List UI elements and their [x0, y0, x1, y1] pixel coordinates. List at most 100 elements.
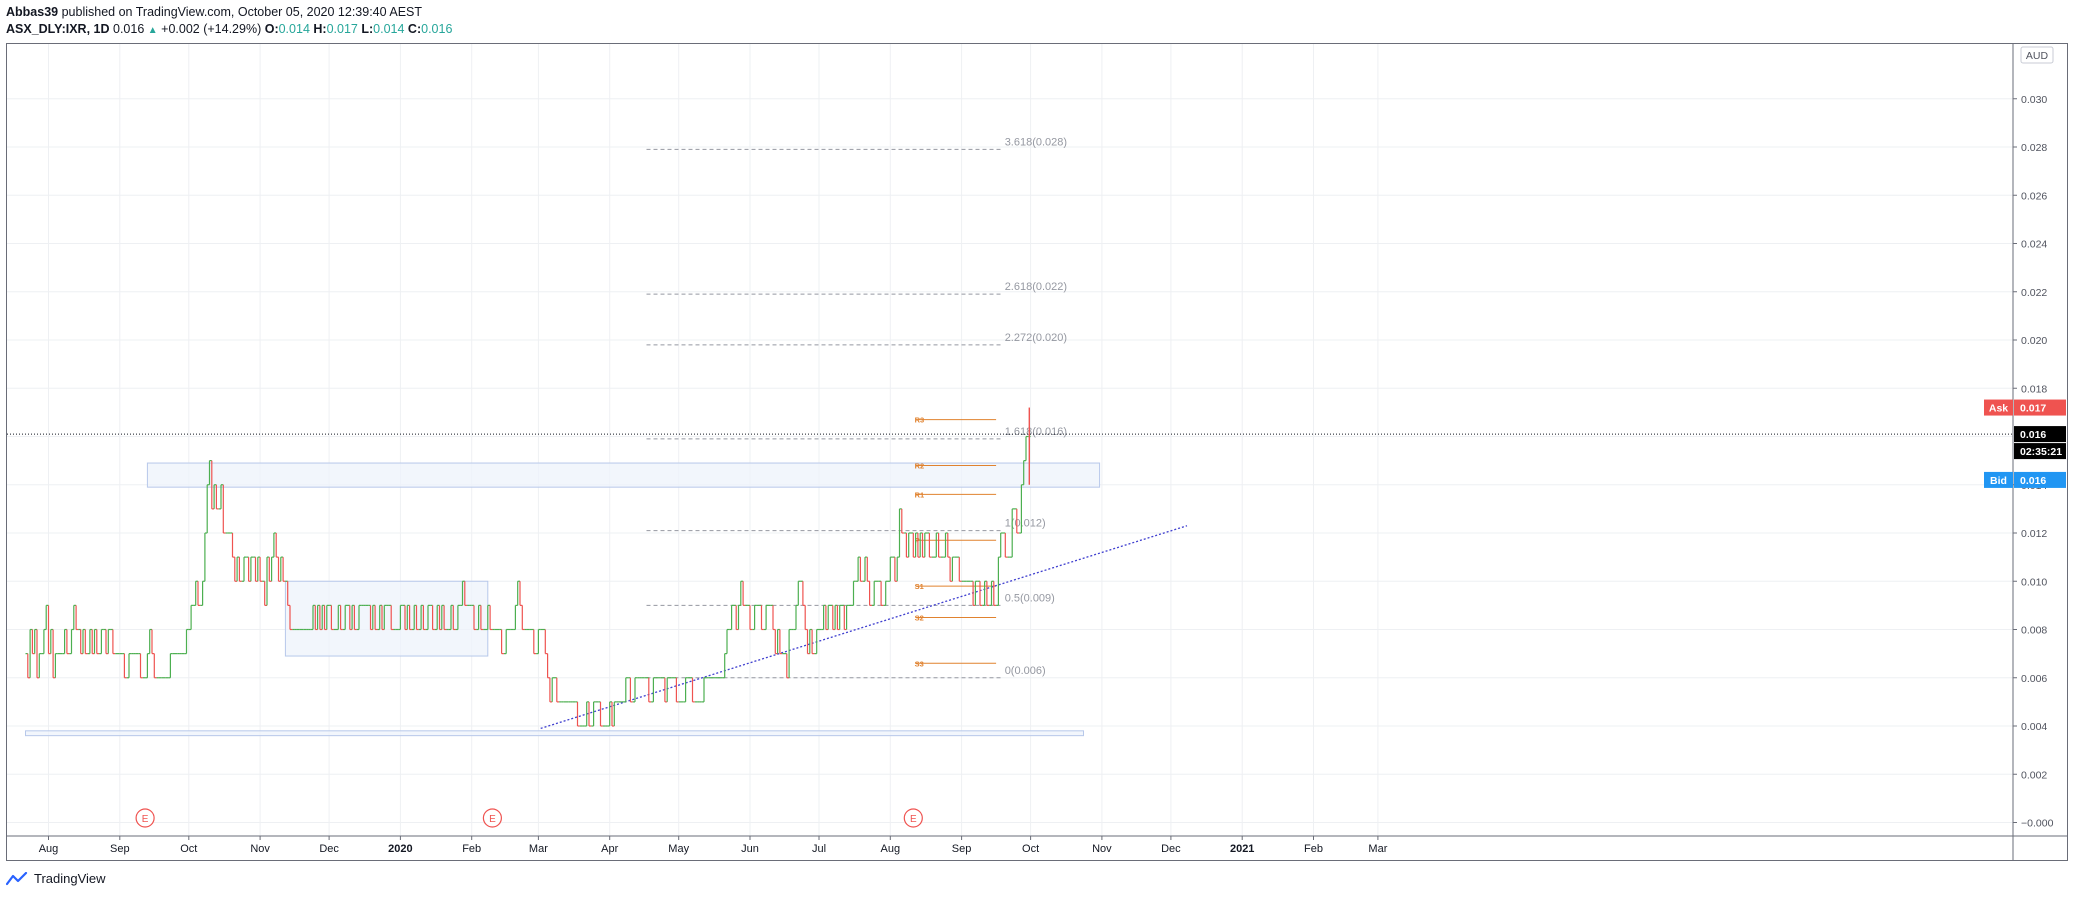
time-tick-label: 2020 — [388, 843, 412, 855]
time-tick-label: Mar — [1368, 843, 1387, 855]
symbol-label[interactable]: ASX_DLY:IXR, 1D — [6, 22, 110, 36]
price-tick-label: 0.002 — [2021, 769, 2047, 781]
time-tick-label: Nov — [250, 843, 270, 855]
price-change: +0.002 (+14.29%) — [161, 22, 262, 36]
countdown-value: 02:35:21 — [2020, 446, 2062, 458]
publish-info: Abbas39 published on TradingView.com, Oc… — [6, 5, 422, 19]
price-tick-label: 0.010 — [2021, 576, 2047, 588]
price-tick-label: 0.018 — [2021, 383, 2047, 395]
tradingview-logo-icon — [6, 871, 28, 885]
zone-rect — [25, 730, 1084, 737]
fib-level-label: 3.618(0.028) — [1005, 136, 1067, 148]
price-tick-label: 0.008 — [2021, 625, 2047, 637]
ask-tag-label: Ask — [1989, 403, 2008, 415]
publisher-name[interactable]: Abbas39 — [6, 5, 59, 19]
ask-tag-value: 0.017 — [2020, 403, 2046, 415]
price-scale[interactable]: 0.0300.0280.0260.0240.0220.0200.0180.014… — [2013, 94, 2054, 830]
earnings-marker-icon — [903, 808, 923, 828]
fib-level-label: 0(0.006) — [1005, 665, 1046, 677]
time-tick-label: Aug — [881, 843, 901, 855]
time-tick-label: Oct — [180, 843, 197, 855]
time-tick-label: Nov — [1092, 843, 1112, 855]
footer-brand[interactable]: TradingView — [6, 871, 106, 886]
high-label: H: — [313, 22, 327, 36]
pivot-level-label: S1 — [915, 582, 924, 591]
pivot-level-label: S3 — [915, 659, 924, 668]
price-tick-label: 0.004 — [2021, 721, 2047, 733]
time-tick-label: Apr — [601, 843, 618, 855]
pivot-points[interactable]: R3 R2 R1 P S1 S2 S3 — [915, 416, 997, 669]
price-tick-label: 0.006 — [2021, 673, 2047, 685]
price-series — [25, 407, 1031, 727]
open-value: 0.014 — [278, 22, 310, 36]
currency-badge[interactable]: AUD — [2020, 46, 2054, 64]
time-tick-label: Aug — [39, 843, 59, 855]
rectangle-zones[interactable] — [25, 462, 1101, 737]
price-chart[interactable]: 3.618(0.028) 2.618(0.022) 2.272(0.020) 1.61… — [7, 44, 2067, 860]
time-tick-label: 2021 — [1230, 843, 1254, 855]
zone-rect — [284, 580, 489, 657]
earnings-marker-icon — [482, 808, 502, 828]
chart-container[interactable]: 3.618(0.028) 2.618(0.022) 2.272(0.020) 1.61… — [6, 43, 2068, 861]
brand-label: TradingView — [34, 871, 106, 886]
time-tick-label: Jun — [741, 843, 759, 855]
price-tick-label: 0.020 — [2021, 335, 2047, 347]
last-price-tag-value-bg — [2014, 426, 2066, 443]
price-tick-label: 0.028 — [2021, 142, 2047, 154]
time-tick-label: Oct — [1022, 843, 1039, 855]
fib-level-label: 2.272(0.020) — [1005, 332, 1067, 344]
time-tick-label: Feb — [462, 843, 481, 855]
bid-tag-label: Bid — [1990, 475, 2007, 487]
bid-tag-value: 0.016 — [2020, 475, 2046, 487]
pivot-level-label: P — [915, 536, 920, 545]
ask-tag-value-bg — [2014, 399, 2066, 416]
time-tick-label: Feb — [1304, 843, 1323, 855]
trend-line[interactable] — [540, 525, 1188, 730]
price-tick-label: 0.012 — [2021, 528, 2047, 540]
grid-lines — [7, 44, 2013, 836]
pivot-level-label: R3 — [915, 416, 925, 425]
zone-rect — [146, 462, 1101, 488]
support-trend-line — [540, 525, 1188, 730]
price-tags: Ask 0.017 0.016 02:35:21 Bid 0.016 — [1984, 399, 2066, 488]
price-tick-label: −0.000 — [2021, 818, 2054, 830]
high-value: 0.017 — [326, 22, 358, 36]
close-label: C: — [407, 22, 422, 36]
close-value: 0.016 — [421, 22, 453, 36]
price-tick-label: 0.030 — [2021, 94, 2047, 106]
published-text: published on TradingView.com, October 05… — [61, 5, 423, 19]
last-price-tag-value: 0.016 — [2020, 429, 2046, 441]
symbol-legend: ASX_DLY:IXR, 1D 0.016 ▲ +0.002 (+14.29%)… — [6, 22, 452, 36]
fib-level-label: 0.5(0.009) — [1005, 592, 1055, 604]
price-tick-label: 0.026 — [2021, 190, 2047, 202]
low-label: L: — [361, 22, 374, 36]
fib-level-label: 2.618(0.022) — [1005, 281, 1067, 293]
fib-level-label: 1(0.012) — [1005, 518, 1046, 530]
earnings-marker-icon — [135, 808, 155, 828]
price-tick-label: 0.022 — [2021, 287, 2047, 299]
low-value: 0.014 — [373, 22, 405, 36]
pivot-level-label: R2 — [915, 461, 925, 470]
time-tick-label: Dec — [319, 843, 339, 855]
up-arrow-icon: ▲ — [147, 25, 158, 36]
currency-label: AUD — [2026, 50, 2049, 62]
earnings-marker-label: E — [910, 814, 917, 825]
time-axis[interactable]: Aug Sep Oct Nov Dec 2020 Feb Mar Apr May Jun Jul Aug… — [39, 836, 1388, 855]
countdown-bg — [2014, 443, 2066, 460]
pivot-level-label: S2 — [915, 613, 924, 622]
time-tick-label: Jul — [812, 843, 826, 855]
time-tick-label: Dec — [1161, 843, 1181, 855]
price-tick-label: 0.024 — [2021, 239, 2047, 251]
time-tick-label: Sep — [110, 843, 130, 855]
fib-level-label: 1.618(0.016) — [1005, 426, 1067, 438]
last-price: 0.016 — [113, 22, 145, 36]
fibonacci-extension[interactable]: 3.618(0.028) 2.618(0.022) 2.272(0.020) 1.61… — [646, 136, 1068, 679]
earnings-marker-label: E — [489, 814, 496, 825]
open-label: O: — [264, 22, 279, 36]
bid-tag-value-bg — [2014, 471, 2066, 488]
time-tick-label: May — [668, 843, 689, 855]
time-tick-label: Sep — [952, 843, 972, 855]
bid-tag-label-bg — [1984, 471, 2013, 488]
ask-tag-label-bg — [1984, 399, 2013, 416]
